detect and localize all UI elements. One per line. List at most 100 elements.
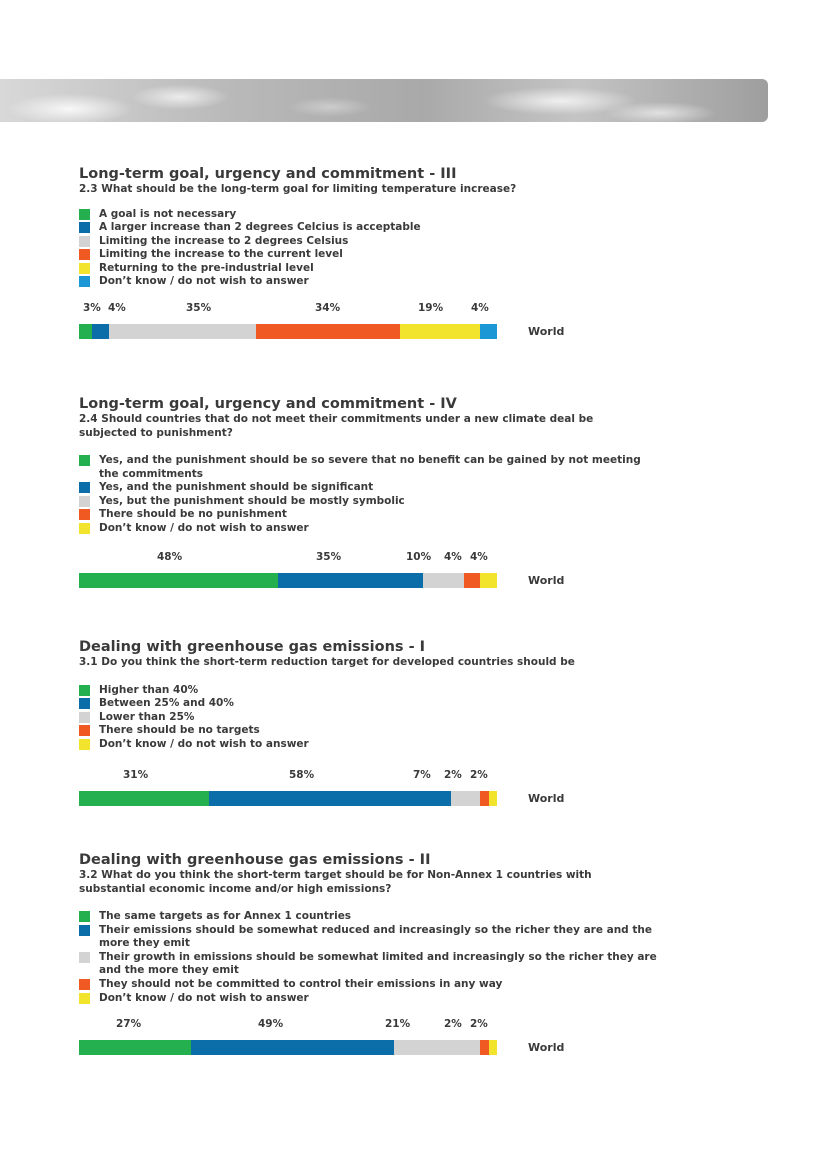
legend-label: There should be no punishment <box>99 508 287 521</box>
legend-swatch <box>79 911 90 922</box>
percent-label: 2% <box>444 769 462 782</box>
percent-labels: 3% 4% 35% 34% 19% 4% <box>79 302 499 316</box>
section-question: 3.1 Do you think the short-term reductio… <box>79 656 575 668</box>
percent-labels: 27% 49% 21% 2% 2% <box>79 1018 499 1032</box>
legend-item: Their growth in emissions should be some… <box>79 951 659 978</box>
section-question: 3.2 What do you think the short-term tar… <box>79 869 592 895</box>
bar-segment-5 <box>489 791 497 807</box>
bar-segment-2 <box>92 324 109 340</box>
percent-label: 4% <box>444 550 462 563</box>
stacked-bar <box>79 572 497 588</box>
legend-swatch <box>79 738 90 750</box>
legend-label: Don’t know / do not wish to answer <box>99 737 309 750</box>
percent-label: 19% <box>418 302 444 315</box>
legend-swatch <box>79 978 90 990</box>
legend-item: Yes, but the punishment should be mostly… <box>79 495 659 509</box>
legend-label: Their emissions should be somewhat reduc… <box>99 923 652 950</box>
legend-label: The same targets as for Annex 1 countrie… <box>99 910 352 922</box>
legend-label: Yes, and the punishment should be so sev… <box>99 454 641 480</box>
legend-swatch <box>79 992 90 1004</box>
bar-row: World <box>79 572 699 588</box>
bar-segment-2 <box>278 572 423 588</box>
legend: Yes, and the punishment should be so sev… <box>79 454 699 536</box>
bar-row: World <box>79 1040 699 1056</box>
section-title: Dealing with greenhouse gas emissions - … <box>79 852 431 868</box>
bar-segment-3 <box>451 791 480 807</box>
legend-item: Yes, and the punishment should be so sev… <box>79 454 659 481</box>
bar-segment-6 <box>480 324 497 340</box>
legend-swatch <box>79 509 90 521</box>
legend-item: Don’t know / do not wish to answer <box>79 738 659 752</box>
percent-label: 27% <box>116 1018 142 1031</box>
legend-label: Limiting the increase to 2 degrees Celsi… <box>99 234 349 247</box>
percent-label: 2% <box>470 769 488 782</box>
legend-item: Their emissions should be somewhat reduc… <box>79 924 659 951</box>
percent-label: 2% <box>444 1018 462 1031</box>
section-3: Dealing with greenhouse gas emissions - … <box>79 639 699 807</box>
percent-label: 7% <box>413 769 431 782</box>
legend-item: Don’t know / do not wish to answer <box>79 275 659 289</box>
legend-label: Don’t know / do not wish to answer <box>99 521 309 534</box>
percent-labels: 31% 58% 7% 2% 2% <box>79 769 499 783</box>
percent-label: 34% <box>315 302 341 315</box>
percent-label: 4% <box>470 550 488 563</box>
percent-label: 48% <box>157 550 183 563</box>
legend-label: Lower than 25% <box>99 710 195 723</box>
section-title: Long-term goal, urgency and commitment -… <box>79 396 457 412</box>
percent-label: 58% <box>289 769 315 782</box>
legend-item: Limiting the increase to the current lev… <box>79 248 659 262</box>
legend-swatch <box>79 684 90 696</box>
bar-segment-5 <box>489 1040 497 1056</box>
bar-row: World <box>79 324 699 340</box>
legend-item: Between 25% and 40% <box>79 697 659 711</box>
bar-segment-1 <box>79 1040 191 1056</box>
percent-label: 31% <box>123 769 149 782</box>
bar-segment-3 <box>394 1040 480 1056</box>
legend-swatch <box>79 711 90 723</box>
stacked-bar <box>79 324 497 340</box>
bar-segment-4 <box>256 324 400 340</box>
legend-label: Between 25% and 40% <box>99 697 234 710</box>
bar-segment-3 <box>423 572 464 588</box>
legend-label: They should not be committed to control … <box>99 977 503 990</box>
legend-swatch <box>79 455 90 466</box>
legend-item: The same targets as for Annex 1 countrie… <box>79 910 659 924</box>
legend-label: Don’t know / do not wish to answer <box>99 991 309 1004</box>
legend-item: Limiting the increase to 2 degrees Celsi… <box>79 235 659 249</box>
section-question: 2.3 What should be the long-term goal fo… <box>79 183 517 195</box>
legend-swatch <box>79 725 90 737</box>
bar-category-label: World <box>528 325 565 339</box>
section-question: 2.4 Should countries that do not meet th… <box>79 413 594 439</box>
percent-label: 2% <box>470 1018 488 1031</box>
legend: Higher than 40% Between 25% and 40% Lowe… <box>79 684 699 752</box>
percent-label: 4% <box>471 302 489 315</box>
legend-label: There should be no targets <box>99 724 260 737</box>
bar-segment-1 <box>79 791 209 807</box>
legend-item: Don’t know / do not wish to answer <box>79 522 659 536</box>
legend-swatch <box>79 495 90 507</box>
bar-segment-5 <box>480 572 497 588</box>
bar-segment-5 <box>400 324 480 340</box>
bar-segment-4 <box>464 572 480 588</box>
legend-swatch <box>79 522 90 534</box>
legend-label: Their growth in emissions should be some… <box>99 950 657 977</box>
stacked-bar <box>79 1040 497 1056</box>
legend-swatch <box>79 698 90 710</box>
legend-item: Yes, and the punishment should be signif… <box>79 481 659 495</box>
percent-label: 3% <box>83 302 101 315</box>
legend-swatch <box>79 924 90 936</box>
percent-label: 35% <box>316 550 342 563</box>
legend: The same targets as for Annex 1 countrie… <box>79 910 699 1005</box>
legend-item: Returning to the pre-industrial level <box>79 262 659 276</box>
legend-swatch <box>79 222 90 234</box>
legend-item: They should not be committed to control … <box>79 978 659 992</box>
header-banner <box>0 79 768 122</box>
legend-label: Returning to the pre-industrial level <box>99 261 314 274</box>
legend-item: Lower than 25% <box>79 711 659 725</box>
legend-swatch <box>79 276 90 288</box>
legend-label: A goal is not necessary <box>99 207 237 220</box>
bar-segment-3 <box>109 324 256 340</box>
legend-item: There should be no punishment <box>79 508 659 522</box>
legend-label: Limiting the increase to the current lev… <box>99 248 343 261</box>
legend-swatch <box>79 951 90 963</box>
